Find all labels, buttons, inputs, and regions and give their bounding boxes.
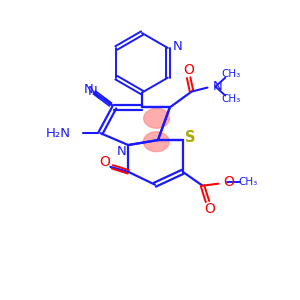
Text: H₂N: H₂N (46, 127, 71, 140)
Text: O: O (204, 202, 215, 216)
Ellipse shape (143, 132, 169, 152)
Text: N: N (173, 40, 182, 53)
Text: CH₃: CH₃ (238, 177, 258, 187)
Text: CH₃: CH₃ (222, 94, 241, 104)
Text: O: O (223, 175, 234, 189)
Text: S: S (185, 130, 196, 145)
Text: CH₃: CH₃ (222, 69, 241, 79)
Text: N: N (88, 85, 98, 98)
Text: N: N (212, 80, 222, 93)
Text: O: O (183, 63, 194, 77)
Text: N: N (84, 83, 93, 96)
Text: O: O (99, 155, 110, 169)
Ellipse shape (144, 108, 169, 128)
Text: N: N (116, 146, 126, 158)
